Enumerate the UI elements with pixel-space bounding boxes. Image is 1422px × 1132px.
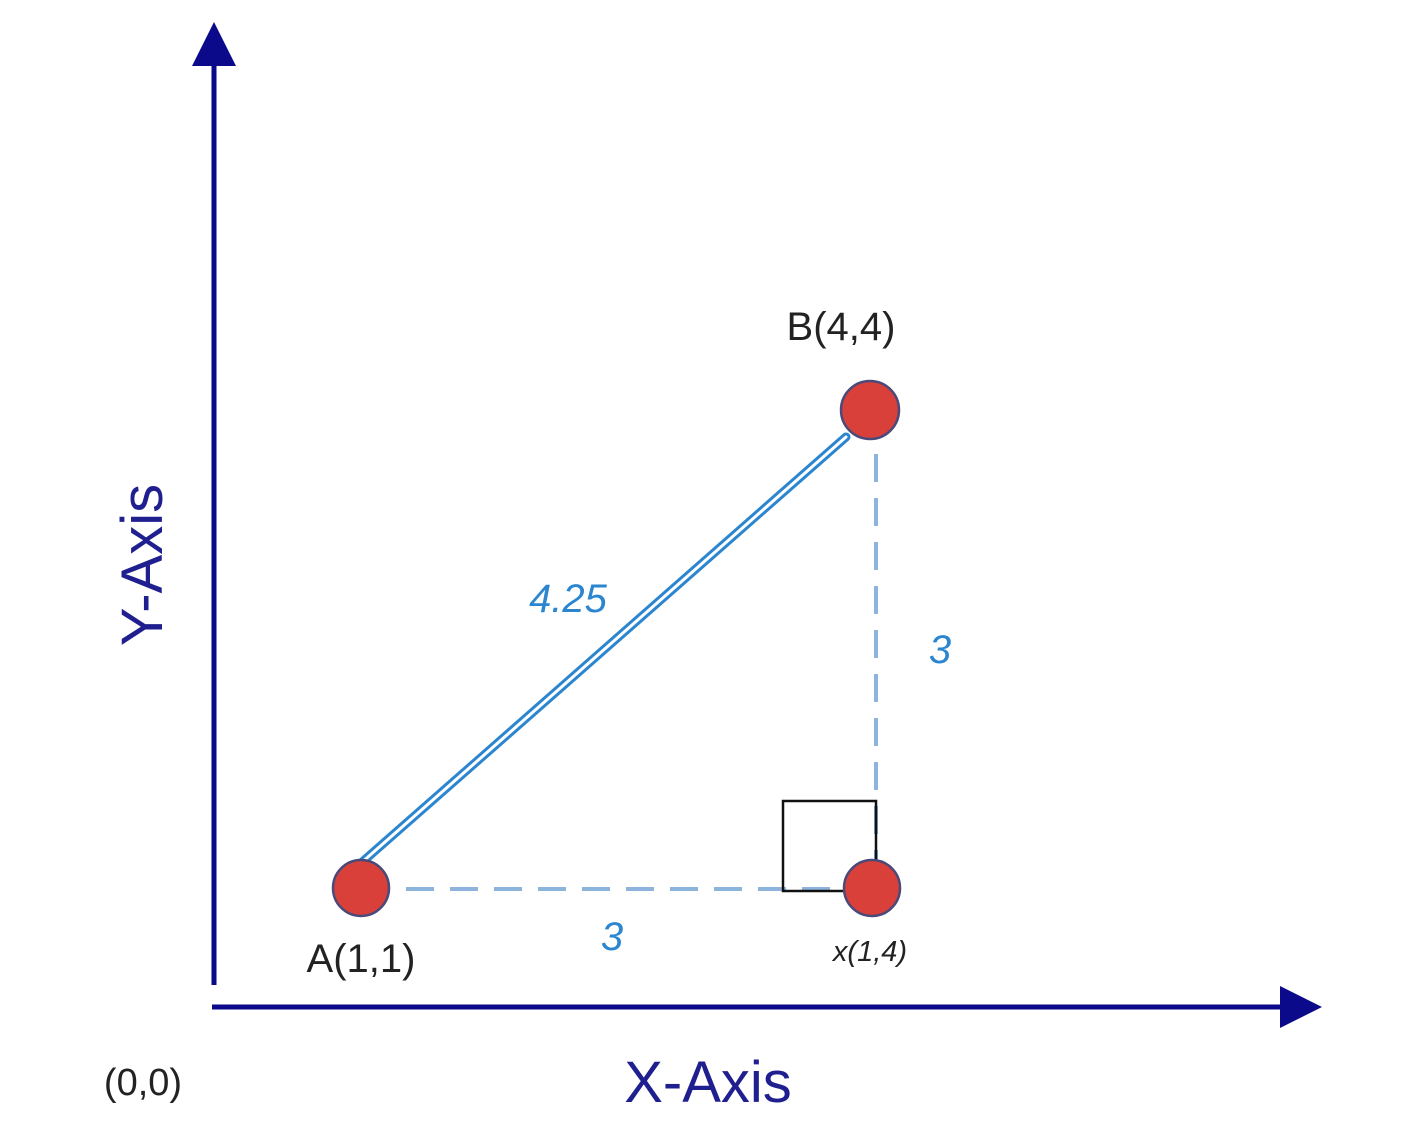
point-b	[839, 379, 901, 441]
point-x	[842, 858, 902, 918]
vertical-length-label: 3	[929, 628, 951, 672]
origin-label: (0,0)	[104, 1062, 182, 1104]
hypotenuse-segment-inner	[358, 435, 848, 866]
right-angle-marker	[781, 799, 878, 893]
x-axis-arrow-icon	[1280, 986, 1322, 1028]
x-axis-title: X-Axis	[624, 1050, 792, 1115]
point-a	[331, 858, 391, 918]
horizontal-length-label: 3	[601, 915, 623, 959]
point-b-label: B(4,4)	[787, 305, 896, 349]
y-axis-arrow-icon	[192, 22, 236, 66]
point-a-label: A(1,1)	[307, 937, 416, 981]
y-axis-title: Y-Axis	[110, 484, 175, 646]
hypotenuse-length-label: 4.25	[529, 577, 608, 621]
point-x-label: x(1,4)	[831, 936, 907, 968]
